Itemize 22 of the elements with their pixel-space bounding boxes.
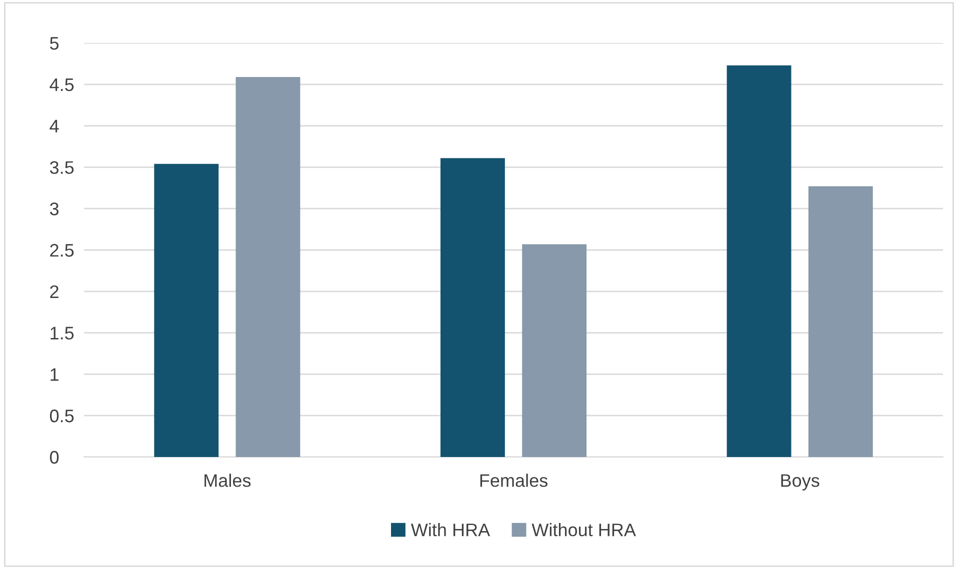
bar: [154, 164, 219, 457]
legend-label: With HRA: [410, 523, 490, 536]
x-tick-label: Males: [204, 474, 251, 487]
bar: [522, 244, 587, 457]
x-tick-label: Females: [480, 474, 548, 487]
bar: [808, 186, 873, 457]
y-tick-label: 2.5: [50, 244, 74, 257]
y-tick-label: 2: [50, 285, 58, 298]
bar: [236, 76, 300, 457]
y-tick-label: 0: [50, 450, 59, 464]
bar: [726, 65, 792, 457]
y-tick-label: 4: [50, 120, 59, 132]
y-tick-label: 0.5: [50, 410, 74, 422]
bar: [440, 158, 505, 457]
y-tick-label: 3.5: [50, 161, 74, 174]
legend-label: Without HRA: [532, 523, 636, 536]
y-tick-label: 1.5: [50, 326, 74, 340]
y-tick-label: 1: [50, 368, 58, 381]
y-tick-label: 5: [50, 37, 59, 50]
y-tick-label: 4.5: [50, 78, 74, 92]
x-tick-label: Boys: [781, 474, 820, 490]
y-tick-label: 3: [50, 202, 59, 216]
